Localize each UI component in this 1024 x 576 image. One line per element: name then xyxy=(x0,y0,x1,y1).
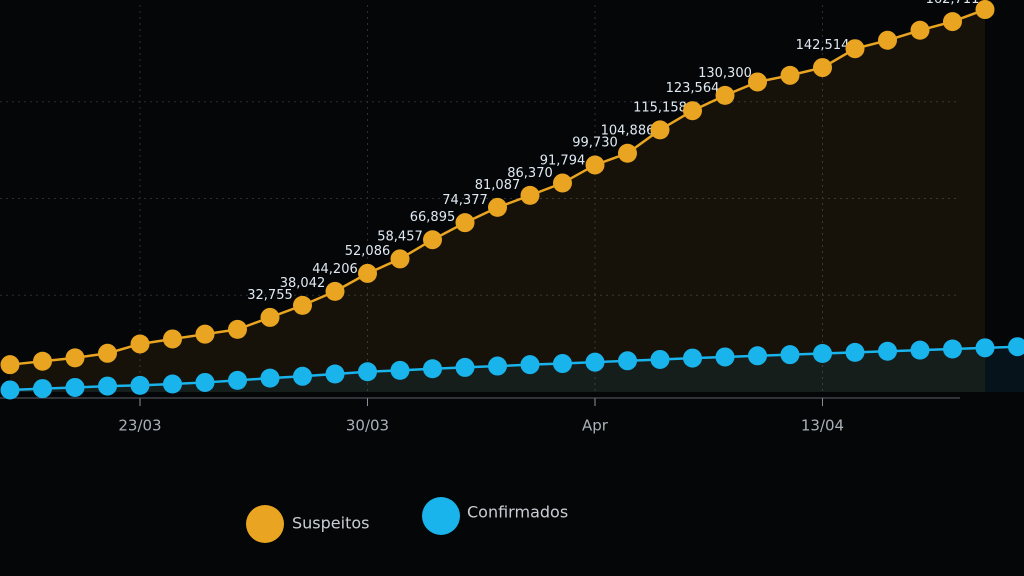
data-point xyxy=(455,213,475,233)
data-point xyxy=(33,351,52,371)
data-point xyxy=(618,143,637,163)
data-label: 162,711 xyxy=(926,0,980,7)
x-tick-label: Apr xyxy=(582,417,609,435)
data-point xyxy=(163,374,182,394)
legend-label: Suspeitos xyxy=(292,514,369,533)
data-point xyxy=(390,249,410,269)
legend: Suspeitos Confirmados xyxy=(246,497,568,543)
data-point xyxy=(195,324,215,344)
data-point xyxy=(260,368,280,388)
data-label: 123,564 xyxy=(666,81,720,96)
data-point xyxy=(715,85,735,105)
data-point xyxy=(228,319,247,339)
data-label: 130,300 xyxy=(698,66,752,81)
data-point xyxy=(0,380,20,400)
data-label: 44,206 xyxy=(312,262,358,277)
x-tick-label: 23/03 xyxy=(118,417,161,435)
data-label: 38,042 xyxy=(280,276,326,291)
data-point xyxy=(293,295,312,315)
data-point xyxy=(683,348,702,368)
data-point xyxy=(130,334,150,354)
legend-label: Confirmados xyxy=(467,503,568,522)
data-point xyxy=(423,230,442,250)
data-point xyxy=(715,347,735,367)
x-tick-label: 30/03 xyxy=(346,417,389,435)
data-point xyxy=(130,375,150,395)
data-point xyxy=(325,364,345,384)
data-label: 86,370 xyxy=(507,166,553,181)
data-point xyxy=(650,120,670,140)
data-label: 32,755 xyxy=(247,288,293,303)
data-point xyxy=(975,338,995,358)
data-point xyxy=(98,343,117,363)
data-point xyxy=(845,342,865,362)
data-point xyxy=(260,307,280,327)
data-point xyxy=(845,39,865,59)
x-tick-label: 13/04 xyxy=(801,417,844,435)
data-point xyxy=(943,339,962,359)
data-point xyxy=(195,372,215,392)
data-point xyxy=(325,281,345,301)
data-point xyxy=(813,58,832,78)
data-label: 104,886 xyxy=(601,124,655,139)
data-point xyxy=(748,346,767,366)
data-point xyxy=(975,0,995,20)
data-point xyxy=(585,352,605,372)
data-point xyxy=(618,351,637,371)
legend-marker xyxy=(422,497,460,535)
data-point xyxy=(553,354,572,374)
data-point xyxy=(943,12,962,32)
data-point xyxy=(585,155,605,175)
series-area xyxy=(10,9,985,392)
data-point xyxy=(520,355,540,375)
data-point xyxy=(520,185,540,205)
data-label: 58,457 xyxy=(377,229,423,244)
data-point xyxy=(1008,337,1024,357)
data-point xyxy=(293,366,312,386)
data-label: 81,087 xyxy=(475,178,521,193)
data-point xyxy=(813,344,832,364)
data-point xyxy=(33,379,52,399)
data-point xyxy=(390,360,410,380)
data-point xyxy=(488,356,507,376)
data-point xyxy=(358,263,377,283)
data-point xyxy=(488,197,507,217)
data-point xyxy=(163,329,182,349)
data-point xyxy=(0,355,20,375)
data-point xyxy=(780,65,800,85)
data-point xyxy=(423,359,442,379)
data-point xyxy=(780,345,800,365)
data-point xyxy=(878,30,897,50)
data-label: 99,730 xyxy=(572,135,618,150)
data-label: 115,158 xyxy=(633,100,687,115)
data-point xyxy=(65,377,85,397)
data-point xyxy=(228,370,247,390)
data-label: 52,086 xyxy=(345,244,391,259)
data-point xyxy=(650,349,670,369)
data-point xyxy=(878,341,897,361)
data-point xyxy=(683,101,702,121)
data-label: 142,514 xyxy=(796,38,850,53)
legend-marker xyxy=(246,505,284,543)
data-point xyxy=(455,357,475,377)
data-label: 66,895 xyxy=(410,210,456,225)
data-point xyxy=(748,72,767,92)
data-point xyxy=(910,20,930,40)
data-point xyxy=(553,173,572,193)
data-point xyxy=(65,348,85,368)
data-point xyxy=(910,340,930,360)
data-point xyxy=(98,376,117,396)
data-label: 74,377 xyxy=(442,193,488,208)
data-point xyxy=(358,362,377,382)
data-label: 91,794 xyxy=(540,154,586,169)
